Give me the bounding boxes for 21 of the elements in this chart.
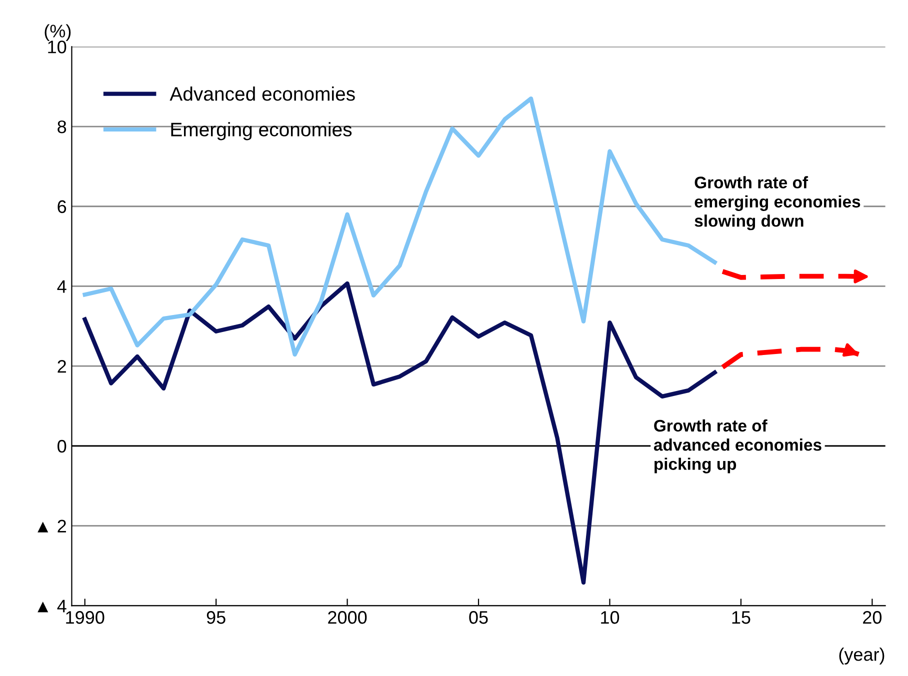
annotation: Growth rate of emerging economies slowing down <box>694 176 860 230</box>
y-tick-label: 10 <box>48 40 66 54</box>
y-tick-label: 8 <box>58 120 66 134</box>
legend-label: Advanced economies <box>170 86 355 101</box>
x-tick-label: 20 <box>863 611 882 624</box>
legend-label: Emerging economies <box>171 122 352 140</box>
x-tick-label: 1990 <box>66 611 104 624</box>
x-tick-label: 95 <box>206 611 226 624</box>
y-tick-label: 0 <box>58 440 66 453</box>
y-tick-label: 6 <box>58 200 66 214</box>
y-tick-label: 2 <box>58 360 66 373</box>
annotation: Growth rate of advanced economies picking up <box>654 419 822 474</box>
y-tick-label: ▲ 2 <box>38 520 66 532</box>
y-tick-label: ▲ 4 <box>38 600 66 612</box>
y-tick-label: 4 <box>57 280 66 293</box>
x-tick-label: 05 <box>469 611 488 624</box>
y-axis-title: (%) <box>44 24 71 42</box>
x-tick-label: 15 <box>732 611 750 624</box>
x-axis-title: (year) <box>839 648 884 664</box>
x-tick-label: 2000 <box>328 611 367 624</box>
x-tick-label: 10 <box>601 611 620 624</box>
